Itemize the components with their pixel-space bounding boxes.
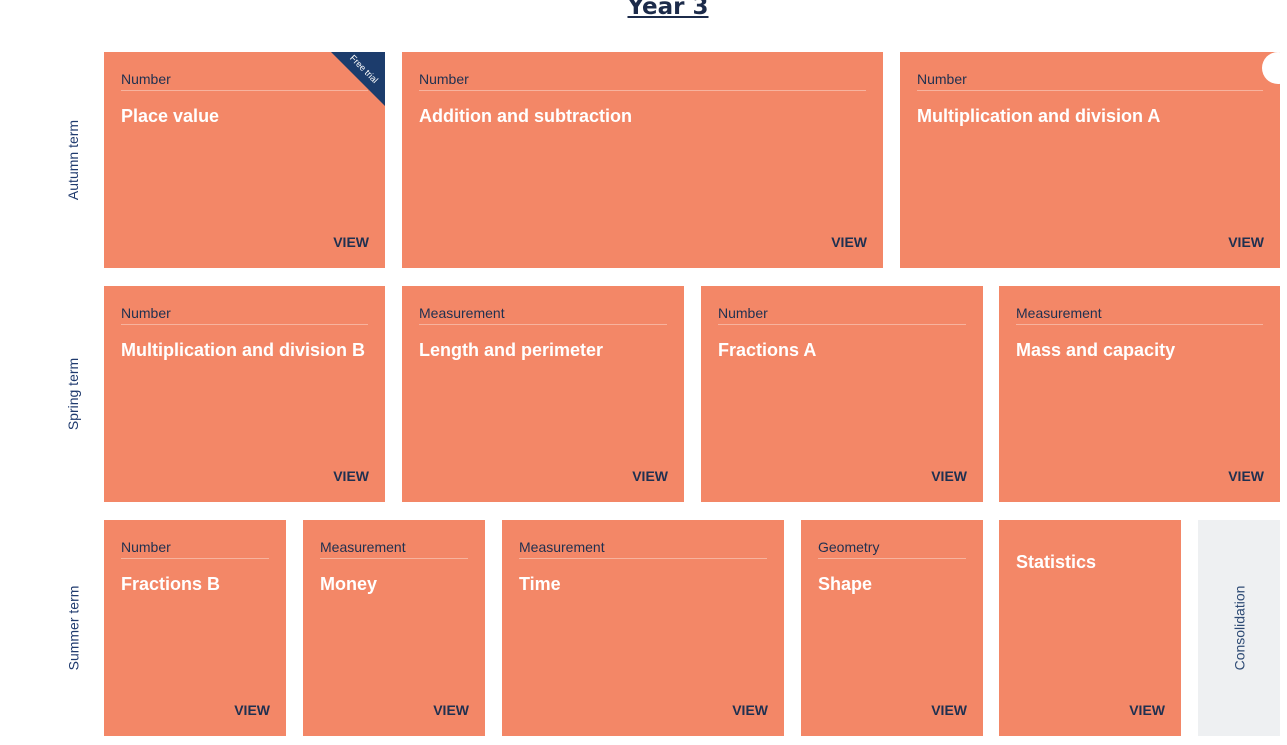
block-card-length-and-perimeter[interactable]: Measurement Length and perimeter VIEW: [402, 286, 684, 502]
block-title: Time: [519, 574, 561, 594]
view-link[interactable]: VIEW: [831, 234, 867, 250]
block-title: Shape: [818, 574, 873, 594]
consolidation-label: Consolidation: [1231, 585, 1247, 671]
free-trial-ribbon: Free trial: [331, 52, 385, 106]
view-link[interactable]: VIEW: [1228, 234, 1264, 250]
block-title: Multiplication and division B: [121, 340, 366, 360]
block-title: Fractions A: [718, 340, 817, 360]
block-title: Fractions B: [121, 574, 221, 594]
view-link[interactable]: VIEW: [333, 234, 369, 250]
term-label-text: Summer term: [65, 585, 82, 671]
block-title: Multiplication and division A: [917, 106, 1161, 126]
page-title: Year 3: [627, 0, 709, 20]
block-card-multiplication-and-division-a[interactable]: Number Multiplication and division A VIE…: [900, 52, 1280, 268]
block-card-shape[interactable]: Geometry Shape VIEW: [801, 520, 983, 736]
view-link[interactable]: VIEW: [433, 702, 469, 718]
view-link[interactable]: VIEW: [1129, 702, 1165, 718]
block-title: Length and perimeter: [419, 340, 604, 360]
view-link[interactable]: VIEW: [234, 702, 270, 718]
term-label-text: Autumn term: [65, 119, 82, 201]
block-category: Geometry: [818, 539, 966, 559]
block-title: Money: [320, 574, 378, 594]
block-card-mass-and-capacity[interactable]: Measurement Mass and capacity VIEW: [999, 286, 1280, 502]
block-category: Number: [121, 71, 368, 91]
block-category: Number: [917, 71, 1263, 91]
block-title: Statistics: [1016, 552, 1097, 572]
block-title: Place value: [121, 106, 220, 126]
block-title: Mass and capacity: [1016, 340, 1176, 360]
view-link[interactable]: VIEW: [1228, 468, 1264, 484]
block-card-addition-and-subtraction[interactable]: Number Addition and subtraction VIEW: [402, 52, 883, 268]
block-category: Number: [121, 305, 368, 325]
block-card-fractions-a[interactable]: Number Fractions A VIEW: [701, 286, 983, 502]
view-link[interactable]: VIEW: [333, 468, 369, 484]
block-category: Number: [419, 71, 866, 91]
term-label-spring: Spring term: [56, 286, 90, 502]
block-category: Measurement: [1016, 305, 1263, 325]
consolidation-block: Consolidation: [1198, 520, 1280, 736]
block-card-statistics[interactable]: Statistics VIEW: [999, 520, 1181, 736]
view-link[interactable]: VIEW: [931, 702, 967, 718]
view-link[interactable]: VIEW: [732, 702, 768, 718]
block-category: Number: [121, 539, 269, 559]
term-label-summer: Summer term: [56, 520, 90, 736]
block-card-multiplication-and-division-b[interactable]: Number Multiplication and division B VIE…: [104, 286, 385, 502]
block-category: Measurement: [519, 539, 767, 559]
view-link[interactable]: VIEW: [632, 468, 668, 484]
block-card-money[interactable]: Measurement Money VIEW: [303, 520, 485, 736]
term-label-autumn: Autumn term: [56, 52, 90, 268]
block-category: Measurement: [320, 539, 468, 559]
block-card-time[interactable]: Measurement Time VIEW: [502, 520, 784, 736]
block-title: Addition and subtraction: [419, 106, 632, 126]
term-label-text: Spring term: [65, 357, 82, 431]
block-card-fractions-b[interactable]: Number Fractions B VIEW: [104, 520, 286, 736]
block-card-place-value[interactable]: Number Place value VIEW Free trial: [104, 52, 385, 268]
block-category: Measurement: [419, 305, 667, 325]
block-category: Number: [718, 305, 966, 325]
corner-circle-icon: [1262, 52, 1280, 84]
view-link[interactable]: VIEW: [931, 468, 967, 484]
